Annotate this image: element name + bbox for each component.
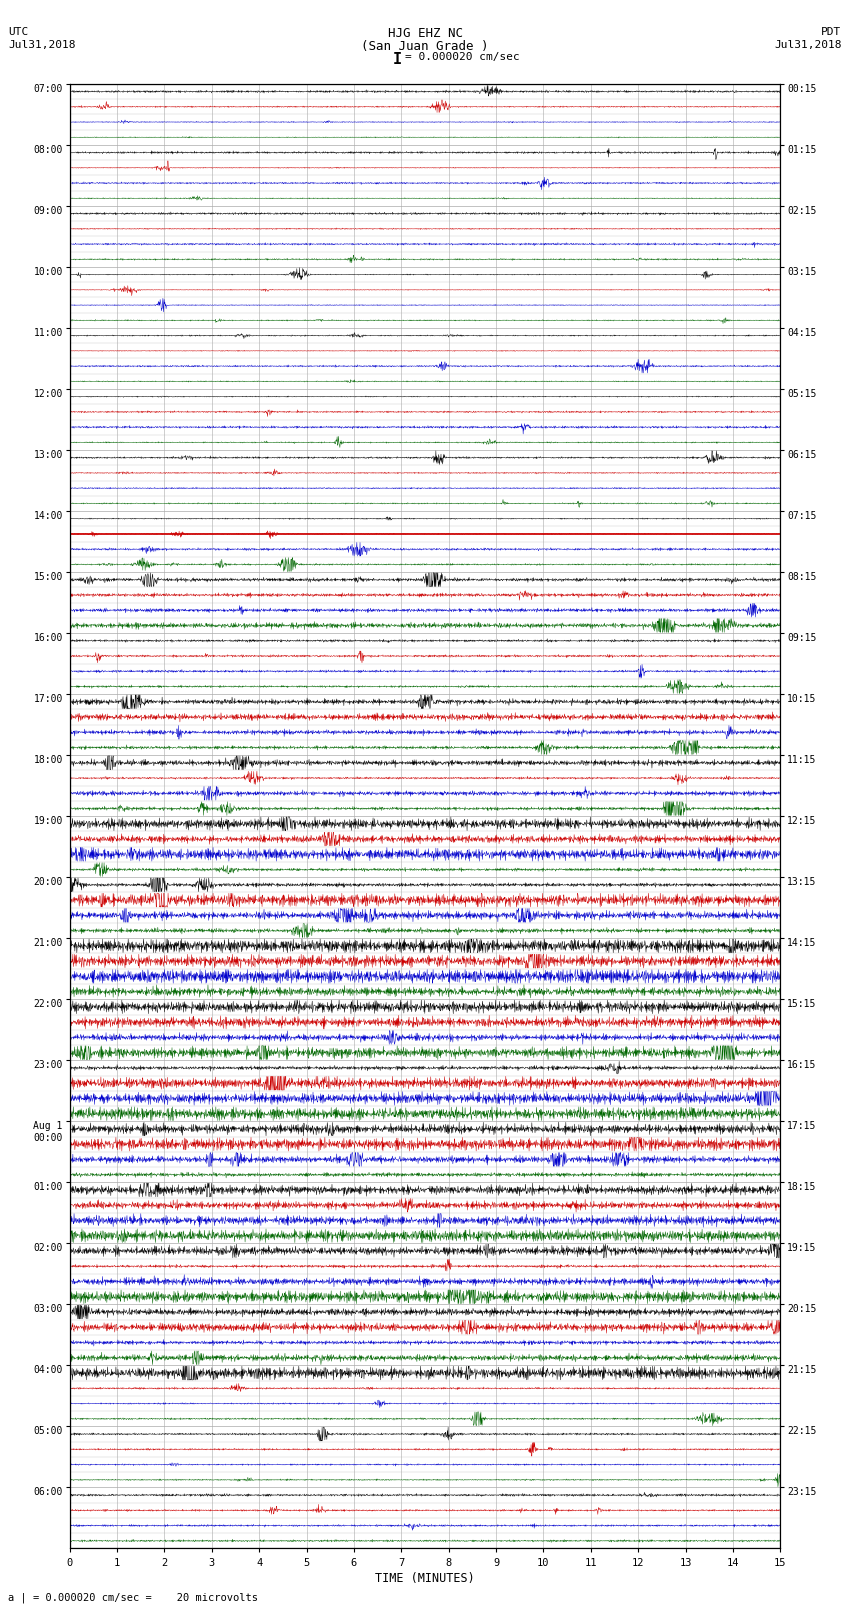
Text: I: I <box>394 52 402 66</box>
Text: = 0.000020 cm/sec: = 0.000020 cm/sec <box>405 52 519 61</box>
Text: PDT: PDT <box>821 27 842 37</box>
Text: HJG EHZ NC: HJG EHZ NC <box>388 27 462 40</box>
X-axis label: TIME (MINUTES): TIME (MINUTES) <box>375 1571 475 1584</box>
Text: UTC: UTC <box>8 27 29 37</box>
Text: (San Juan Grade ): (San Juan Grade ) <box>361 40 489 53</box>
Text: Jul31,2018: Jul31,2018 <box>774 40 842 50</box>
Text: a | = 0.000020 cm/sec =    20 microvolts: a | = 0.000020 cm/sec = 20 microvolts <box>8 1592 258 1603</box>
Text: Jul31,2018: Jul31,2018 <box>8 40 76 50</box>
